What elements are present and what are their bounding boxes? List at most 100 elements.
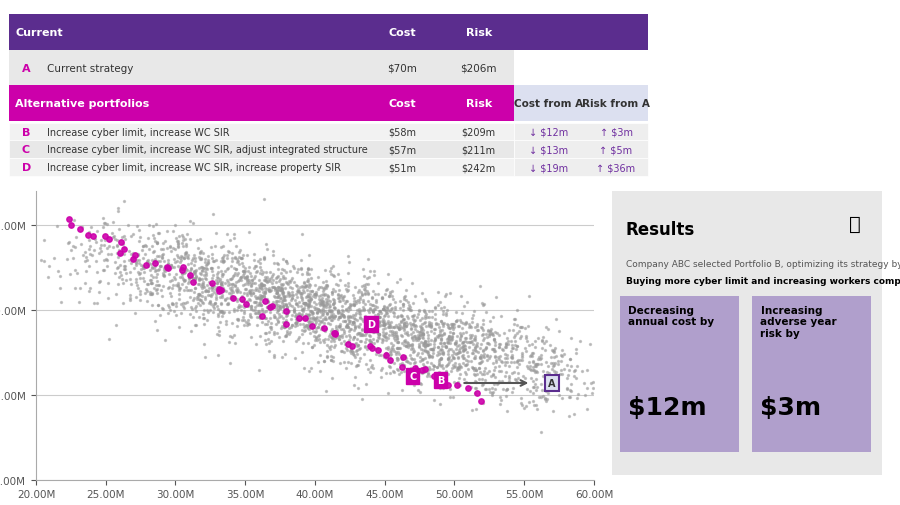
Point	[330, 307, 345, 315]
Point	[499, 340, 513, 348]
Point	[375, 319, 390, 327]
Point	[452, 322, 466, 330]
Point	[409, 364, 423, 372]
Point	[251, 308, 266, 316]
Point	[170, 279, 184, 287]
Point	[295, 326, 310, 334]
Point	[93, 277, 107, 285]
Point	[377, 302, 392, 310]
Point	[381, 345, 395, 353]
Point	[367, 271, 382, 279]
Point	[450, 379, 464, 387]
Point	[398, 329, 412, 337]
Point	[432, 358, 446, 366]
Point	[485, 371, 500, 379]
Point	[275, 303, 290, 311]
Point	[382, 319, 396, 327]
Point	[184, 260, 199, 268]
Point	[343, 334, 357, 342]
Point	[339, 364, 354, 372]
Point	[250, 286, 265, 294]
Point	[101, 250, 115, 259]
Point	[157, 239, 171, 247]
Point	[244, 333, 258, 341]
Point	[292, 333, 306, 341]
Point	[337, 312, 351, 320]
Point	[157, 273, 171, 281]
Point	[351, 286, 365, 294]
Point	[348, 374, 363, 382]
Point	[103, 336, 117, 344]
Text: A: A	[22, 64, 31, 73]
Point	[252, 310, 266, 318]
Point	[547, 361, 562, 369]
Point	[211, 306, 225, 314]
Point	[481, 327, 495, 335]
Point	[289, 319, 303, 327]
Point	[408, 334, 422, 342]
Point	[361, 290, 375, 298]
Point	[206, 257, 220, 265]
Point	[210, 270, 224, 278]
Point	[327, 273, 341, 281]
Point	[243, 289, 257, 297]
Point	[432, 331, 446, 339]
Point	[446, 362, 460, 370]
Point	[500, 385, 515, 393]
Point	[152, 282, 166, 290]
Point	[304, 266, 319, 274]
Point	[211, 264, 225, 272]
Point	[368, 327, 382, 335]
Point	[346, 321, 361, 329]
Point	[167, 308, 182, 316]
Point	[189, 267, 203, 275]
Point	[198, 288, 212, 296]
Point	[365, 328, 380, 336]
Point	[406, 336, 420, 344]
Point	[416, 360, 430, 368]
Point	[500, 368, 514, 376]
Point	[390, 335, 404, 343]
Point	[82, 245, 96, 254]
Point	[240, 297, 255, 306]
Point	[391, 338, 405, 346]
Point	[452, 361, 466, 369]
Point	[300, 269, 314, 277]
Point	[442, 324, 456, 332]
Point	[381, 306, 395, 314]
Point	[372, 331, 386, 339]
Point	[426, 346, 440, 354]
Point	[423, 340, 437, 348]
Point	[470, 321, 484, 329]
Point	[530, 369, 544, 377]
Point	[395, 355, 410, 363]
Point	[299, 293, 313, 301]
Point	[186, 314, 201, 322]
Point	[230, 286, 245, 294]
Point	[334, 347, 348, 355]
Point	[147, 234, 161, 242]
Point	[279, 258, 293, 266]
Point	[157, 264, 171, 272]
Point	[305, 313, 320, 321]
Point	[178, 236, 193, 244]
Point	[332, 336, 347, 344]
Point	[326, 357, 340, 365]
Point	[212, 293, 227, 301]
Point	[270, 260, 284, 268]
Point	[141, 222, 156, 230]
Point	[85, 251, 99, 260]
Point	[482, 327, 497, 335]
Point	[505, 351, 519, 360]
Point	[267, 328, 282, 336]
Point	[460, 338, 474, 346]
Point	[382, 323, 397, 331]
Point	[182, 286, 196, 294]
Point	[564, 334, 579, 342]
Point	[399, 357, 413, 365]
Point	[225, 293, 239, 301]
Point	[353, 331, 367, 339]
Point	[274, 285, 289, 293]
Point	[356, 286, 371, 294]
Point	[246, 279, 260, 287]
